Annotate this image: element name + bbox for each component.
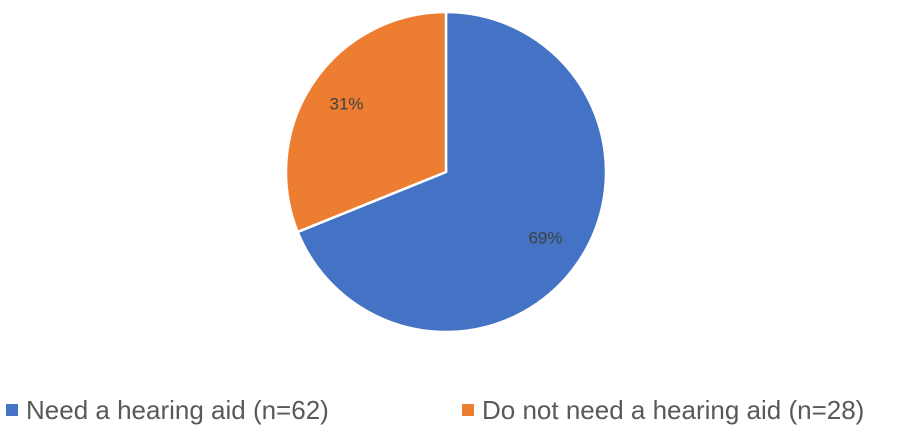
- legend-swatch-no-hearing-aid: [462, 404, 474, 416]
- data-label-need-a-hearing-aid: 69%: [528, 229, 562, 248]
- pie-slice-need-a-hearing-aid: [296, 10, 608, 334]
- data-label-do-not-need-a-hearing-aid: 31%: [329, 94, 363, 113]
- legend-label-need-hearing-aid: Need a hearing aid (n=62): [26, 395, 329, 425]
- legend-swatch-need-hearing-aid: [6, 404, 18, 416]
- legend-item-need-hearing-aid: Need a hearing aid (n=62): [6, 394, 329, 426]
- slices-group: [284, 10, 608, 334]
- legend: Need a hearing aid (n=62) Do not need a …: [0, 394, 897, 426]
- pie-chart-plot: 69% 31%: [284, 10, 608, 334]
- legend-label-no-hearing-aid: Do not need a hearing aid (n=28): [482, 395, 865, 425]
- data-labels-group: 69% 31%: [329, 94, 562, 247]
- legend-item-no-hearing-aid: Do not need a hearing aid (n=28): [462, 394, 864, 426]
- pie-slice-do-not-need-a-hearing-aid: [284, 10, 448, 234]
